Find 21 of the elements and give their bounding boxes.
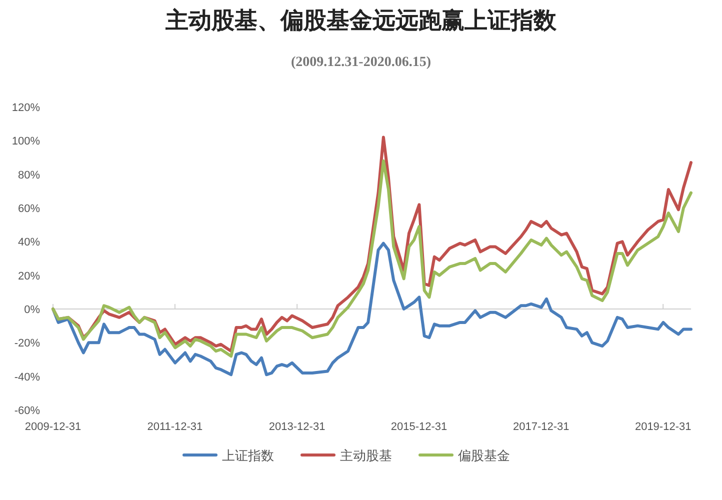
- y-tick-label: -20%: [14, 338, 40, 350]
- y-tick-label: 60%: [18, 203, 40, 215]
- y-tick-label: 40%: [18, 236, 40, 249]
- y-tick-label: -40%: [14, 371, 40, 384]
- y-tick-label: 0%: [24, 304, 40, 316]
- legend-label: 主动股基: [340, 448, 392, 463]
- x-tick-label: 2013-12-31: [268, 421, 326, 433]
- x-tick-label: 2017-12-31: [513, 421, 570, 433]
- x-tick-label: 2019-12-31: [634, 421, 692, 433]
- y-tick-label: 80%: [18, 169, 40, 182]
- chart-subtitle: (2009.12.31-2020.06.15): [291, 55, 432, 70]
- y-tick-label: -60%: [14, 405, 40, 417]
- legend-label: 偏股基金: [458, 448, 510, 463]
- y-tick-label: 20%: [18, 270, 40, 282]
- x-tick-label: 2009-12-31: [24, 421, 82, 433]
- chart-title: 主动股基、偏股基金远远跑赢上证指数: [164, 7, 558, 33]
- legend-label: 上证指数: [222, 448, 274, 463]
- x-tick-label: 2015-12-31: [390, 421, 448, 433]
- y-tick-label: 120%: [12, 102, 40, 114]
- x-tick-label: 2011-12-31: [147, 421, 203, 433]
- y-tick-label: 100%: [12, 136, 40, 148]
